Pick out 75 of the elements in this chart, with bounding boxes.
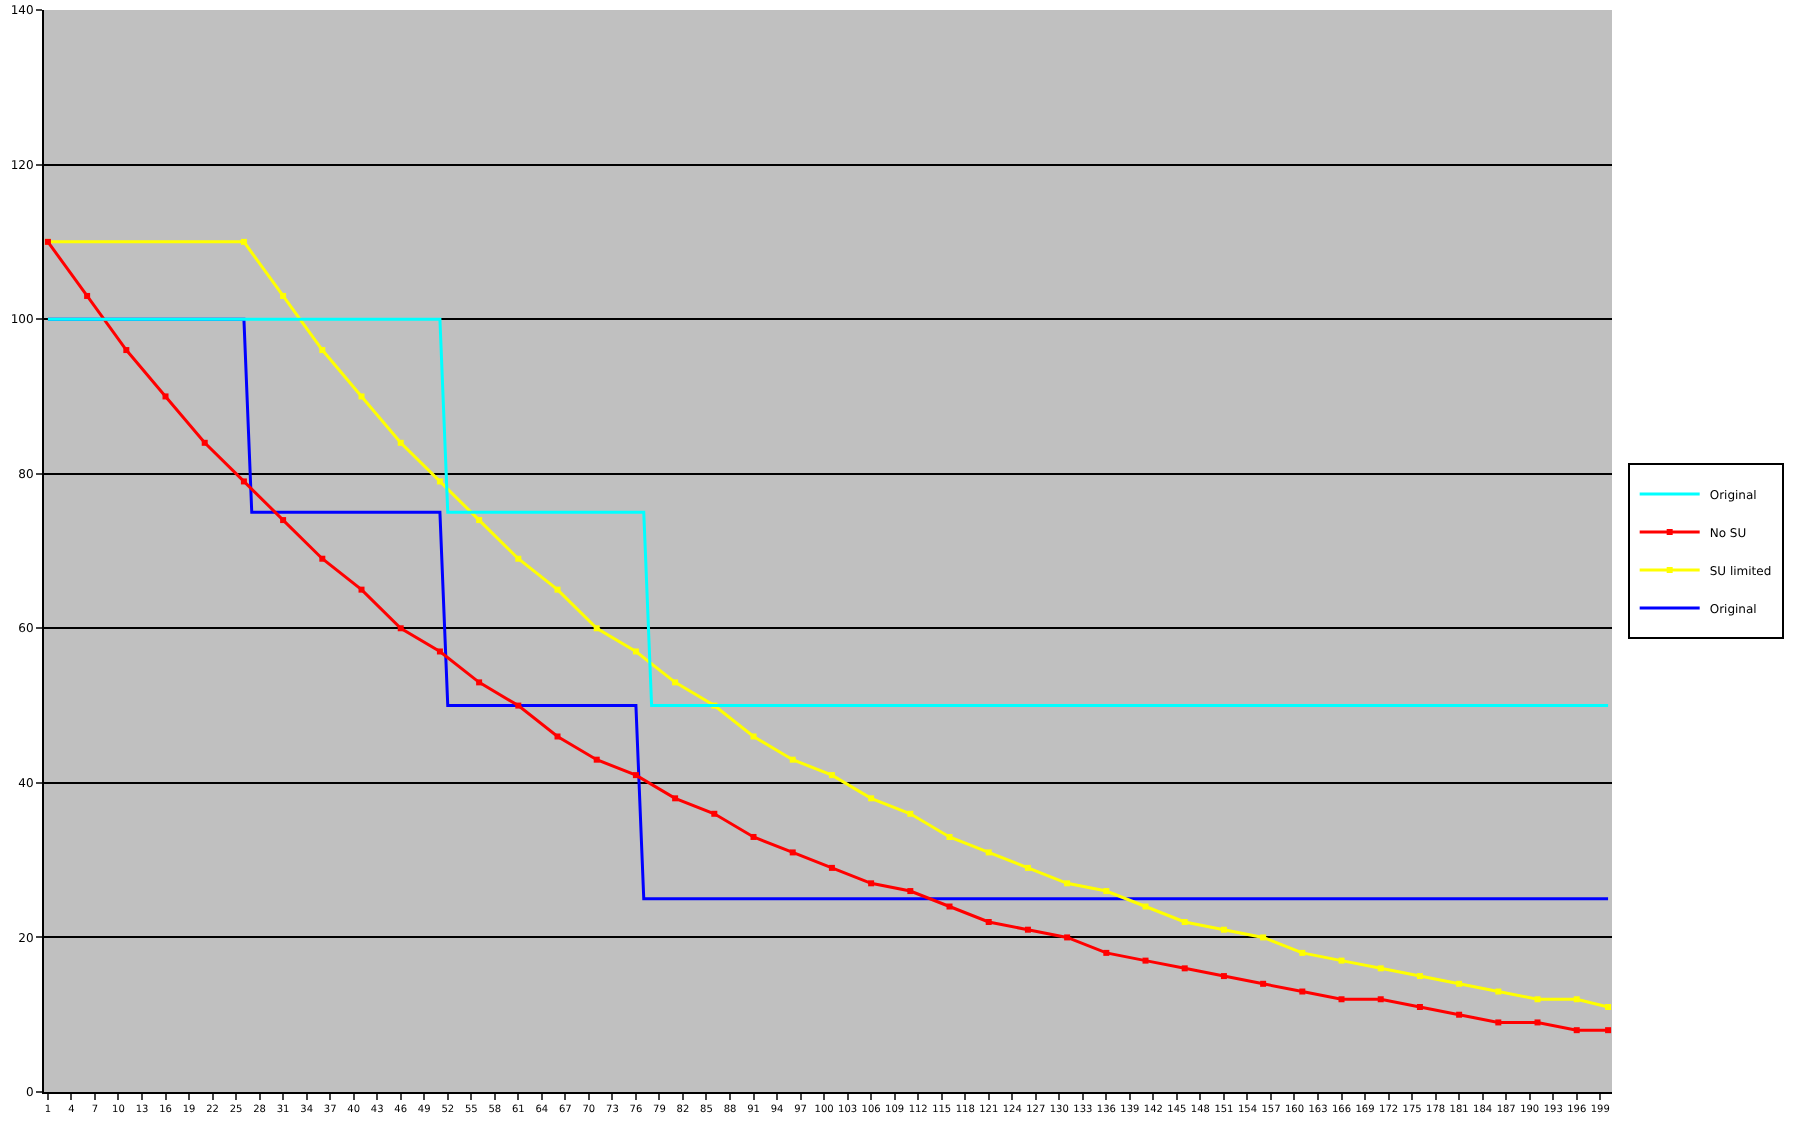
point (1064, 880, 1071, 887)
point (280, 292, 287, 299)
point (201, 439, 208, 446)
point (476, 517, 483, 524)
point (1064, 934, 1071, 941)
point (358, 393, 365, 400)
point (319, 347, 326, 354)
point (1181, 965, 1188, 972)
point (319, 555, 326, 562)
point (436, 478, 443, 485)
point (985, 849, 992, 856)
point (84, 292, 91, 299)
point (789, 756, 796, 763)
point (868, 880, 875, 887)
point (632, 772, 639, 779)
point (1605, 1027, 1612, 1034)
point (1416, 1003, 1423, 1010)
point (554, 733, 561, 740)
point (397, 439, 404, 446)
point (1377, 996, 1384, 1003)
point (1220, 926, 1227, 933)
point (672, 795, 679, 802)
point (1260, 980, 1267, 987)
point (1456, 1011, 1463, 1018)
point (789, 849, 796, 856)
point (554, 586, 561, 593)
point (1024, 864, 1031, 871)
point (1534, 1019, 1541, 1026)
point (828, 864, 835, 871)
point (1495, 1019, 1502, 1026)
point (1181, 918, 1188, 925)
point (123, 347, 130, 354)
point (162, 393, 169, 400)
point (1338, 957, 1345, 964)
point (240, 478, 247, 485)
point (1299, 988, 1306, 995)
point (1534, 996, 1541, 1003)
point (750, 733, 757, 740)
point (1142, 903, 1149, 910)
point (1142, 957, 1149, 964)
point (1456, 980, 1463, 987)
point (1260, 934, 1267, 941)
point (632, 648, 639, 655)
point (280, 517, 287, 524)
point (515, 555, 522, 562)
point (711, 810, 718, 817)
point (436, 648, 443, 655)
point (476, 679, 483, 686)
point (1495, 988, 1502, 995)
point (1605, 1003, 1612, 1010)
point (397, 625, 404, 632)
point (593, 625, 600, 632)
point (1299, 949, 1306, 956)
point (1338, 996, 1345, 1003)
point (593, 756, 600, 763)
point (515, 702, 522, 709)
point (985, 918, 992, 925)
point (1103, 949, 1110, 956)
point (907, 888, 914, 895)
point (1220, 973, 1227, 980)
point (868, 795, 875, 802)
point (1103, 888, 1110, 895)
point (946, 833, 953, 840)
point (1416, 973, 1423, 980)
point (1573, 1027, 1580, 1034)
point (672, 679, 679, 686)
point (1377, 965, 1384, 972)
point (240, 238, 247, 245)
point (907, 810, 914, 817)
point (358, 586, 365, 593)
point (828, 772, 835, 779)
point (1573, 996, 1580, 1003)
point (1024, 926, 1031, 933)
point (946, 903, 953, 910)
point (750, 833, 757, 840)
